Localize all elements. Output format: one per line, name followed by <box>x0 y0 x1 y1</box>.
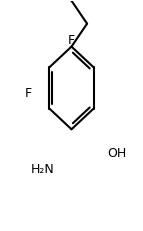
Text: F: F <box>25 87 32 100</box>
Text: F: F <box>68 34 75 47</box>
Text: H₂N: H₂N <box>31 163 54 176</box>
Text: OH: OH <box>107 147 126 160</box>
